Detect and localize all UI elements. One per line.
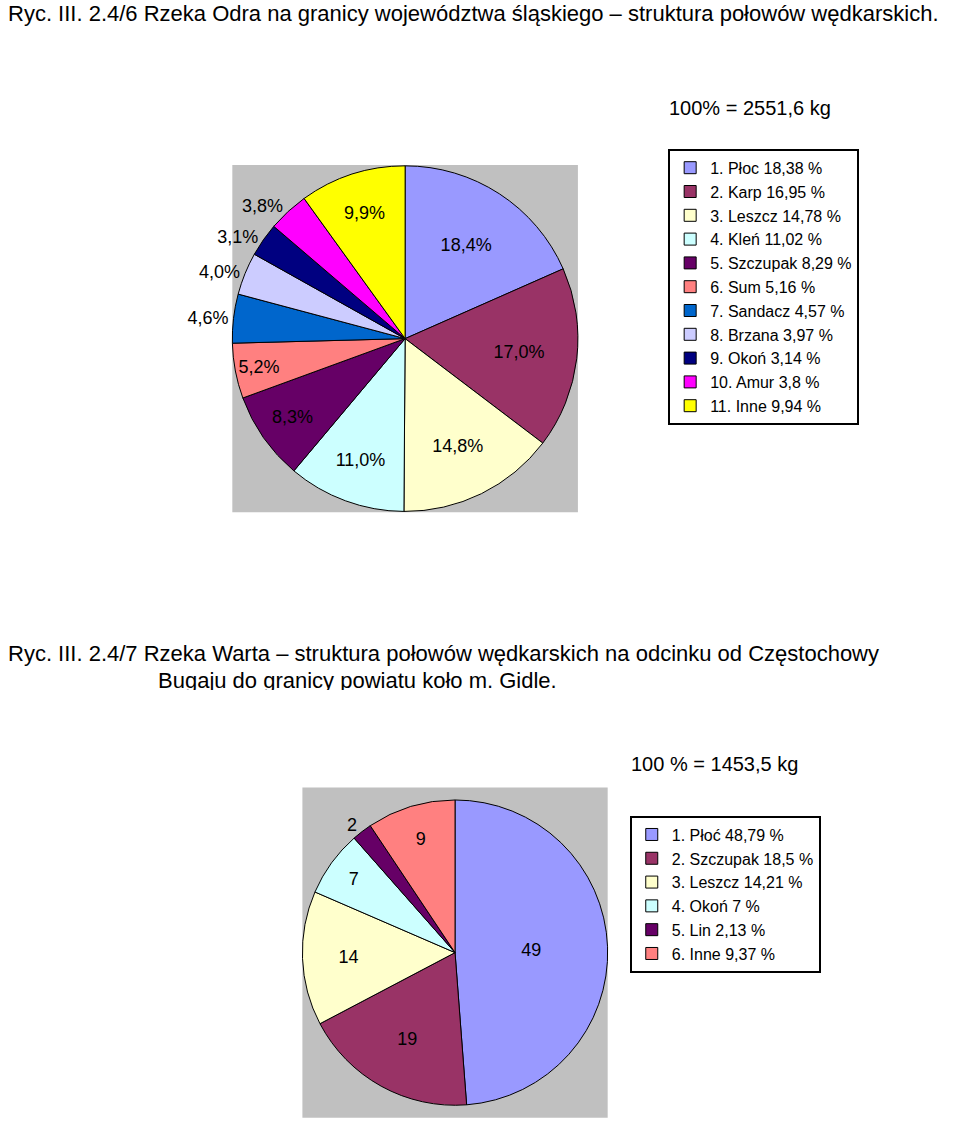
svg-text:14: 14	[338, 947, 358, 967]
svg-text:3. Leszcz 14,21 %: 3. Leszcz 14,21 %	[672, 874, 803, 891]
svg-text:6. Inne 9,37 %: 6. Inne 9,37 %	[672, 946, 775, 963]
svg-text:4. Kleń 11,02 %: 4. Kleń 11,02 %	[710, 231, 822, 248]
svg-text:9,9%: 9,9%	[344, 203, 385, 223]
svg-text:5. Szczupak 8,29 %: 5. Szczupak 8,29 %	[710, 255, 851, 272]
svg-text:100% = 2551,6 kg: 100% = 2551,6 kg	[669, 97, 831, 119]
svg-text:7: 7	[349, 869, 359, 889]
html-text:Ryc. III. 2.4/7 Rzeka Warta –: Ryc. III. 2.4/7 Rzeka Warta – struktura …	[8, 641, 879, 693]
svg-text:4,6%: 4,6%	[187, 308, 228, 328]
svg-text:6. Sum 5,16 %: 6. Sum 5,16 %	[710, 279, 815, 296]
svg-text:3,8%: 3,8%	[242, 196, 283, 216]
svg-text:100 % = 1453,5 kg: 100 % = 1453,5 kg	[631, 753, 798, 775]
svg-text:11. Inne 9,94 %: 11. Inne 9,94 %	[710, 398, 821, 415]
svg-text:14,8%: 14,8%	[432, 436, 483, 456]
svg-text:1. Płoć 48,79 %: 1. Płoć 48,79 %	[672, 827, 784, 844]
svg-text:4,0%: 4,0%	[199, 262, 240, 282]
svg-text:17,0%: 17,0%	[493, 342, 544, 362]
html-text:Ryc. III. 2.4/6 Rzeka Odra na: Ryc. III. 2.4/6 Rzeka Odra na granicy wo…	[8, 1, 939, 26]
svg-text:11,0%: 11,0%	[336, 450, 386, 470]
svg-text:5. Lin 2,13 %: 5. Lin 2,13 %	[672, 922, 765, 939]
svg-text:2. Karp 16,95 %: 2. Karp 16,95 %	[710, 184, 825, 201]
svg-text:8,3%: 8,3%	[272, 407, 313, 427]
svg-text:2: 2	[347, 815, 357, 835]
svg-text:19: 19	[397, 1029, 417, 1049]
svg-text:9: 9	[416, 829, 426, 849]
svg-text:1. Płoc 18,38 %: 1. Płoc 18,38 %	[710, 160, 822, 177]
svg-text:7. Sandacz 4,57 %: 7. Sandacz 4,57 %	[710, 303, 844, 320]
svg-text:9. Okoń 3,14 %: 9. Okoń 3,14 %	[710, 350, 820, 367]
svg-text:4. Okoń 7 %: 4. Okoń 7 %	[672, 898, 760, 915]
svg-text:3,1%: 3,1%	[217, 227, 258, 247]
svg-text:10. Amur 3,8 %: 10. Amur 3,8 %	[710, 374, 819, 391]
svg-text:3. Leszcz 14,78 %: 3. Leszcz 14,78 %	[710, 208, 841, 225]
svg-text:5,2%: 5,2%	[238, 357, 279, 377]
svg-text:8. Brzana 3,97 %: 8. Brzana 3,97 %	[710, 327, 833, 344]
svg-text:2. Szczupak 18,5 %: 2. Szczupak 18,5 %	[672, 851, 813, 868]
svg-text:18,4%: 18,4%	[441, 235, 492, 255]
svg-text:49: 49	[521, 940, 541, 960]
